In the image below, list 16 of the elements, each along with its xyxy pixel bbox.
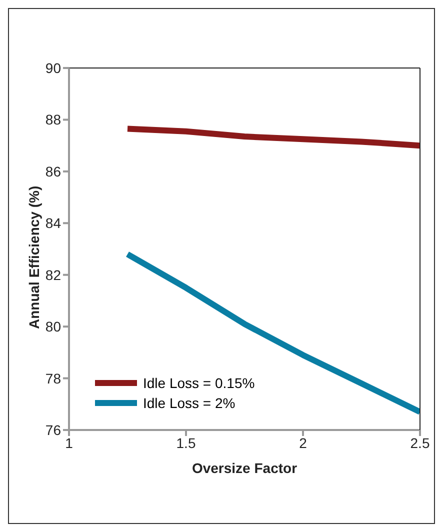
- y-tick-label: 90: [45, 60, 62, 76]
- legend-label: Idle Loss = 2%: [143, 395, 236, 411]
- y-tick-label: 88: [45, 112, 62, 128]
- x-axis-title: Oversize Factor: [192, 460, 298, 476]
- y-tick-label: 86: [45, 163, 62, 180]
- x-tick-label: 2.5: [410, 434, 430, 451]
- x-tick-label: 2: [299, 434, 308, 451]
- x-tick-label: 1.5: [176, 434, 196, 451]
- y-axis-title: Annual Efficiency (%): [26, 186, 42, 329]
- y-tick-label: 80: [45, 318, 62, 335]
- y-tick-label: 84: [45, 215, 62, 232]
- legend-label: Idle Loss = 0.15%: [143, 375, 255, 391]
- y-tick-label: 76: [45, 422, 62, 438]
- x-tick-label: 1: [65, 434, 74, 451]
- y-tick-label: 78: [45, 370, 62, 386]
- y-tick-label: 82: [45, 266, 62, 283]
